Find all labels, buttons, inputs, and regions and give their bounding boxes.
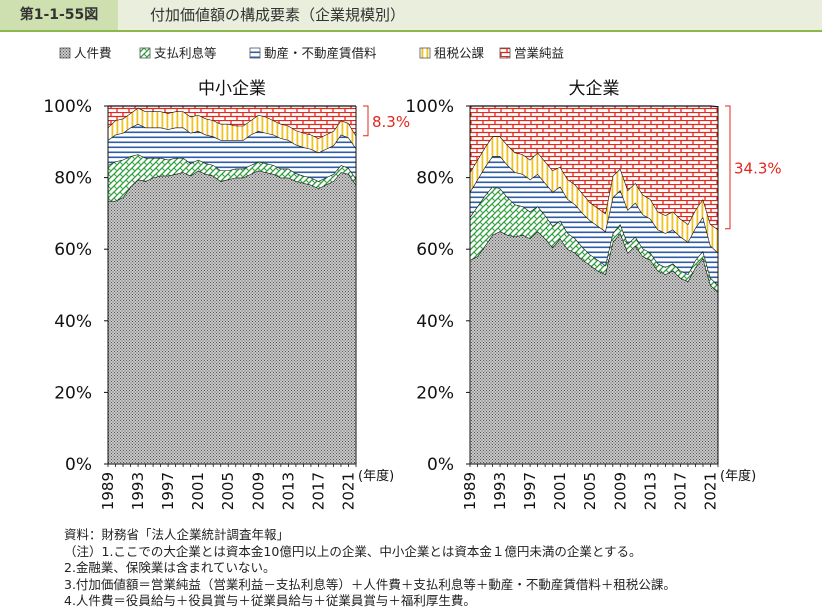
area-tax bbox=[470, 136, 718, 253]
area-profit bbox=[108, 106, 356, 139]
x-unit-label: (年度) bbox=[720, 468, 756, 484]
y-tick-label: 80% bbox=[416, 169, 454, 189]
boundary-profit bbox=[470, 105, 719, 108]
x-tick-label: 1989 bbox=[461, 472, 479, 510]
note-4: 4.人件費＝役員給与＋役員賞与＋従業員給与＋従業員賞与＋福利厚生費。 bbox=[64, 593, 476, 608]
legend: 人件費 支払利息等 動産・不動産賃借料 租税公課 営業純益 bbox=[59, 46, 564, 61]
y-tick-label: 100% bbox=[43, 97, 92, 117]
x-tick-label: 2001 bbox=[189, 472, 207, 510]
y-tick-label: 60% bbox=[416, 240, 454, 260]
y-tick-label: 100% bbox=[405, 97, 454, 117]
y-tick-label: 20% bbox=[54, 383, 92, 403]
legend-swatch-rent bbox=[249, 47, 261, 59]
area-rent bbox=[470, 156, 718, 285]
annotation-bracket bbox=[363, 105, 369, 137]
legend-label-interest: 支払利息等 bbox=[154, 46, 217, 61]
legend-swatch-profit bbox=[499, 47, 511, 59]
chart-title: 大企業 bbox=[569, 79, 620, 99]
area-labor bbox=[108, 170, 356, 464]
area-interest bbox=[470, 186, 718, 293]
figure-header: 第1-1-55図 付加価値額の構成要素（企業規模別） bbox=[0, 0, 822, 32]
note-1: （注）1.ここでの大企業とは資本金10億円以上の企業、中小企業とは資本金１億円未… bbox=[64, 543, 642, 559]
x-tick-label: 2013 bbox=[279, 472, 297, 510]
x-tick-label: 2017 bbox=[671, 472, 689, 510]
x-tick-label: 1989 bbox=[99, 472, 117, 510]
x-tick-label: 2021 bbox=[701, 472, 719, 510]
note-source: 資料：財務省「法人企業統計調査年報」 bbox=[64, 527, 290, 542]
y-tick-label: 20% bbox=[416, 383, 454, 403]
x-unit-label: (年度) bbox=[358, 468, 394, 484]
area-labor bbox=[470, 231, 718, 464]
x-tick-label: 2017 bbox=[309, 472, 327, 510]
notes: 資料：財務省「法人企業統計調査年報」 （注）1.ここでの大企業とは資本金10億円… bbox=[64, 527, 814, 610]
x-tick-label: 1997 bbox=[159, 472, 177, 510]
legend-label-labor: 人件費 bbox=[74, 46, 112, 61]
annotation-bracket bbox=[725, 105, 731, 230]
legend-label-tax: 租税公課 bbox=[434, 46, 485, 61]
panel-large: 大企業 0% 20% 40% 60% 80% 100% 1989 1993 1997 2001 200… bbox=[405, 79, 781, 510]
note-2: 2.金融業、保険業は含まれていない。 bbox=[64, 560, 276, 575]
x-tick-label: 1993 bbox=[129, 472, 147, 510]
legend-swatch-tax bbox=[419, 47, 431, 59]
legend-swatch-interest bbox=[139, 47, 151, 59]
x-tick-label: 2001 bbox=[551, 472, 569, 510]
x-tick-label: 2005 bbox=[581, 472, 599, 510]
x-tick-label: 2005 bbox=[219, 472, 237, 510]
panel-small-medium: 中小企業 0% 20% 40% 60% 80% 100% 1989 1993 1997 2001 20… bbox=[43, 79, 410, 510]
legend-label-profit: 営業純益 bbox=[514, 46, 564, 61]
y-tick-label: 60% bbox=[54, 240, 92, 260]
y-tick-label: 40% bbox=[416, 312, 454, 332]
y-tick-label: 40% bbox=[54, 312, 92, 332]
area-tax bbox=[108, 107, 356, 153]
area-rent bbox=[108, 123, 356, 182]
x-tick-label: 2009 bbox=[249, 472, 267, 510]
figure-title: 付加価値額の構成要素（企業規模別） bbox=[150, 6, 406, 24]
y-tick-label: 0% bbox=[427, 455, 454, 475]
annotation-label: 34.3% bbox=[734, 159, 782, 177]
figure-id: 第1-1-55図 bbox=[0, 0, 118, 30]
area-profit bbox=[470, 106, 718, 230]
x-tick-label: 2009 bbox=[611, 472, 629, 510]
x-tick-label: 1997 bbox=[521, 472, 539, 510]
x-tick-label: 2021 bbox=[339, 472, 357, 510]
legend-label-rent: 動産・不動産賃借料 bbox=[264, 46, 377, 61]
x-tick-label: 1993 bbox=[491, 472, 509, 510]
y-tick-label: 80% bbox=[54, 169, 92, 189]
chart-title: 中小企業 bbox=[198, 79, 266, 99]
annotation-label: 8.3% bbox=[372, 113, 410, 131]
note-3: 3.付加価値額＝営業純益（営業利益－支払利息等）＋人件費＋支払利息等＋動産・不動… bbox=[64, 576, 676, 592]
x-tick-label: 2013 bbox=[641, 472, 659, 510]
y-tick-label: 0% bbox=[65, 455, 92, 475]
legend-swatch-labor bbox=[59, 47, 71, 59]
area-interest bbox=[108, 154, 356, 201]
